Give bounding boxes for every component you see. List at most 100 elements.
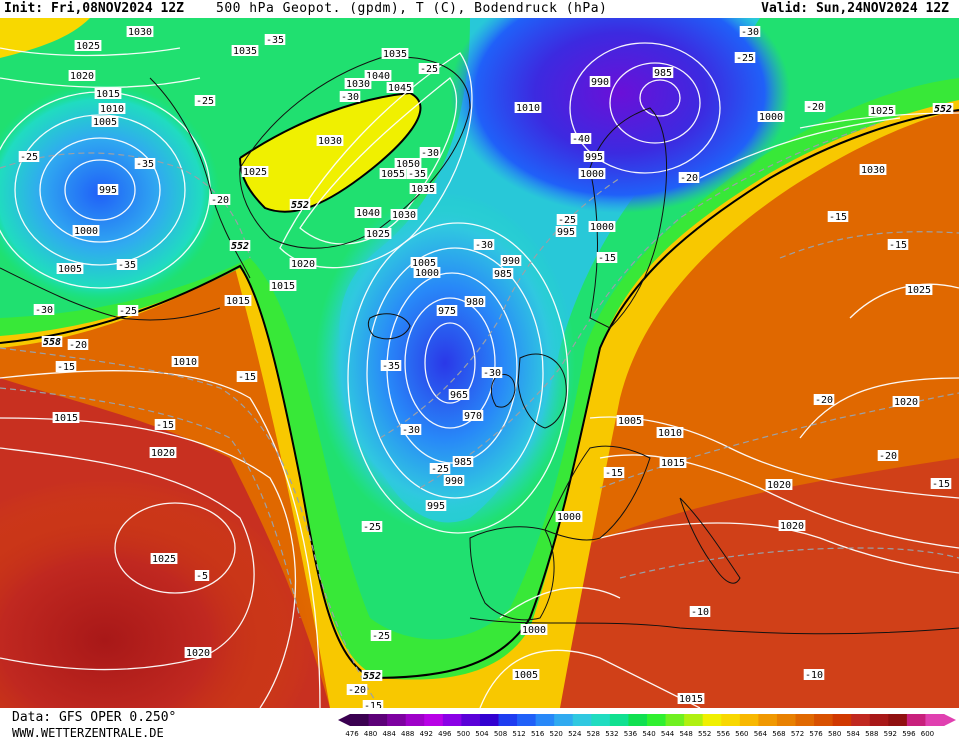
scale-swatch	[832, 714, 852, 726]
coastline-canada	[0, 267, 221, 321]
temperature-label-bg	[556, 214, 578, 225]
pressure-label: 1000	[580, 169, 604, 180]
scale-label: 496	[438, 730, 452, 738]
pressure-label-bg	[589, 76, 611, 87]
scale-label: 544	[661, 730, 675, 738]
temperature-label-bg	[209, 194, 231, 205]
geopotential-label-bg	[229, 240, 251, 251]
temperature-label-bg	[18, 151, 40, 162]
scale-label: 584	[847, 730, 861, 738]
temperature-label-bg	[603, 467, 625, 478]
isobar-1020-sw	[0, 447, 255, 671]
pressure-label: 1000	[415, 268, 439, 279]
scale-label: 552	[698, 730, 711, 738]
coastline-france	[544, 445, 651, 541]
coastline-british-isles	[517, 353, 567, 429]
isotherm	[619, 547, 959, 579]
temperature-label: -40	[572, 134, 590, 145]
isobar-ring	[424, 322, 476, 404]
temperature-label-bg	[154, 419, 176, 430]
scale-swatch	[776, 714, 796, 726]
pressure-label: 1015	[54, 413, 78, 424]
pressure-label: 1005	[412, 258, 436, 269]
temperature-label: -25	[558, 215, 576, 226]
pressure-label: 1020	[894, 397, 918, 408]
pressure-label-bg	[413, 267, 441, 278]
pressure-label-bg	[448, 389, 470, 400]
scale-swatch	[684, 714, 704, 726]
geopotential-label: 552	[231, 241, 249, 252]
temperature-label: -10	[691, 607, 709, 618]
temperature-label: -20	[348, 685, 366, 696]
temperature-label: -30	[35, 305, 53, 316]
ne-low	[450, 18, 790, 213]
pressure-label: 1025	[870, 106, 894, 117]
pressure-label: 1005	[618, 416, 642, 427]
pressure-label: 985	[454, 457, 472, 468]
scale-label: 508	[494, 730, 507, 738]
pressure-label-bg	[74, 40, 102, 51]
pressure-label-bg	[344, 78, 372, 89]
color-scale-swatches	[338, 714, 956, 726]
pressure-label-bg	[409, 183, 437, 194]
pressure-label-bg	[462, 410, 484, 421]
pressure-label: 1015	[271, 281, 295, 292]
scale-label: 588	[865, 730, 878, 738]
scale-swatch	[517, 714, 537, 726]
map-header: Init: Fri,08NOV2024 12Z 500 hPa Geopot. …	[0, 0, 959, 18]
scale-swatch	[647, 714, 667, 726]
pressure-label-bg	[354, 207, 382, 218]
scale-swatch	[721, 714, 741, 726]
pressure-label-bg	[892, 396, 920, 407]
pressure-label: 975	[438, 306, 456, 317]
pressure-label: 1025	[152, 554, 176, 565]
pressure-label-bg	[364, 70, 392, 81]
pressure-label: 1040	[366, 71, 390, 82]
scale-swatch	[554, 714, 574, 726]
data-source-label: Data: GFS OPER 0.250°	[12, 710, 177, 725]
scale-swatch	[758, 714, 778, 726]
geopotential-label-bg	[361, 670, 383, 681]
pressure-label: 1025	[243, 167, 267, 178]
temperature-labels: -35 -30 -25 -25 -25 -30 -20 -25 -35 -40 -30 -35 -20 -…	[18, 26, 952, 708]
isobar-1015-sw	[0, 417, 297, 708]
isobar-ring	[39, 137, 161, 243]
scale-swatch	[535, 714, 555, 726]
temperature-label: -30	[741, 27, 759, 38]
scale-swatch	[591, 714, 611, 726]
temperature-label-bg	[481, 367, 503, 378]
coastline-greenland	[239, 56, 471, 249]
isobar-ring	[569, 42, 721, 174]
temperature-label: -20	[680, 173, 698, 184]
temperature-label-bg	[339, 91, 361, 102]
scale-label: 528	[587, 730, 600, 738]
pressure-label: 1000	[759, 112, 783, 123]
scale-label: 564	[754, 730, 768, 738]
temperature-label-bg	[689, 606, 711, 617]
pressure-label: 1055	[381, 169, 405, 180]
temperature-label-bg	[827, 211, 849, 222]
pressure-label-bg	[184, 647, 212, 658]
isobar-east-1025	[849, 283, 959, 319]
pressure-label-bg	[436, 305, 458, 316]
coastline-baffin	[149, 77, 251, 279]
pressure-label-bg	[757, 111, 785, 122]
temperature-label-bg	[117, 305, 139, 316]
pressure-label-bg	[316, 135, 344, 146]
temperature-label-bg	[877, 450, 899, 461]
pressure-label: 1015	[679, 694, 703, 705]
temperature-label-bg	[406, 168, 428, 179]
temperature-label: -35	[136, 159, 154, 170]
pressure-label: 1015	[96, 89, 120, 100]
temperature-label-bg	[570, 133, 592, 144]
temperature-label-bg	[804, 101, 826, 112]
pressure-label-bg	[410, 257, 438, 268]
scale-label: 516	[531, 730, 545, 738]
pressure-label-bg	[656, 427, 684, 438]
temperature-label-bg	[361, 521, 383, 532]
temperature-label-bg	[194, 95, 216, 106]
scale-swatch	[851, 714, 871, 726]
isobar-ring	[609, 62, 701, 144]
isobar-ring	[366, 247, 544, 499]
